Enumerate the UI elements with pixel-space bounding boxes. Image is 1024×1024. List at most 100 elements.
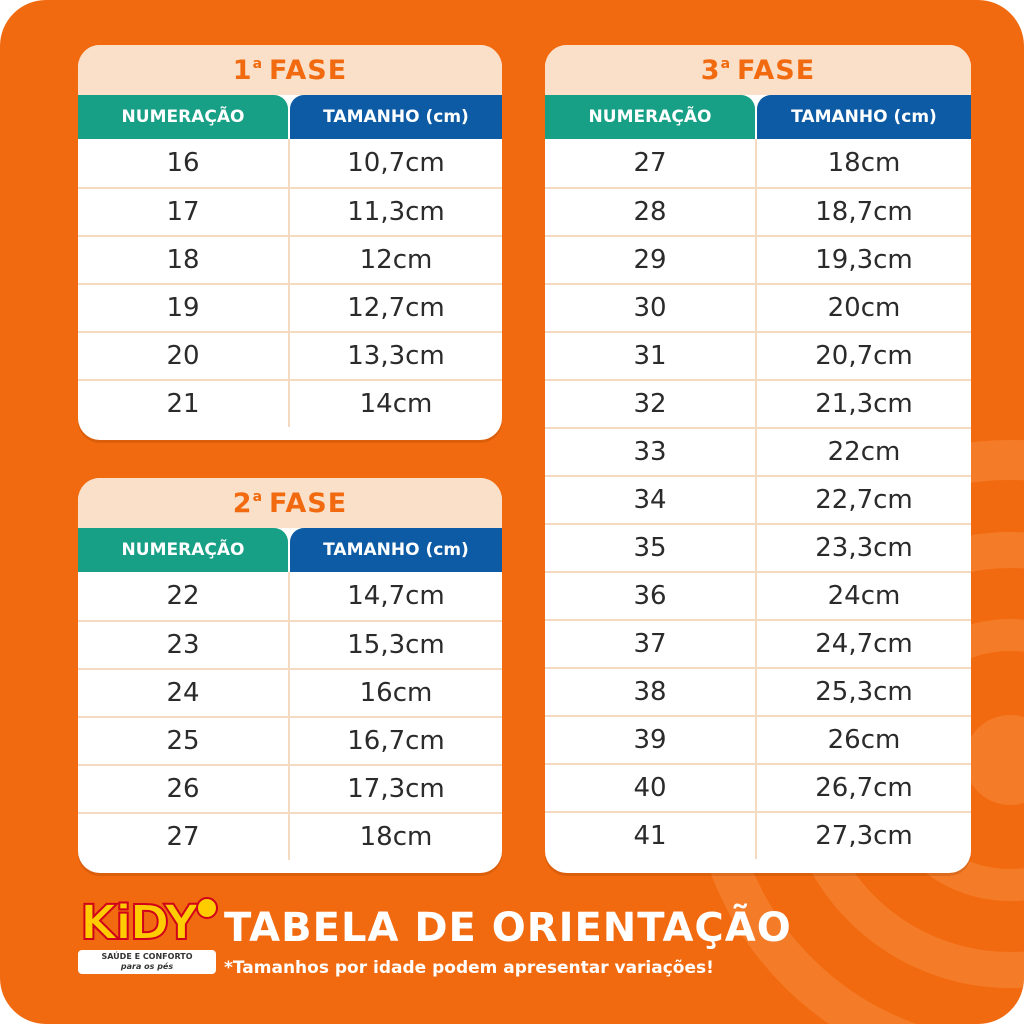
table-body: 16 10,7cm 17 11,3cm 18 12cm 19 12,7cm 20 13,3cm 21… [78,139,502,427]
table-row: 33 22cm [545,427,971,475]
kidy-logo: KiDY SAÚDE E CONFORTO para os pés [78,894,218,985]
cell-tamanho: 26cm [755,717,971,763]
cell-numeracao: 29 [633,245,667,275]
table-body: 22 14,7cm 23 15,3cm 24 16cm 25 16,7cm 26 17,3cm 27… [78,572,502,860]
cell-numeracao: 33 [633,437,667,467]
cell-numeracao: 24 [166,678,200,708]
title-number: 2 [232,487,253,519]
cell-numeracao: 41 [633,821,667,851]
table-row: 40 26,7cm [545,763,971,811]
cell-numeracao: 39 [633,725,667,755]
cell-numeracao: 32 [633,389,667,419]
column-header-tamanho: TAMANHO (cm) [290,528,502,572]
cell-tamanho: 18cm [288,814,502,860]
cell-tamanho: 20,7cm [755,333,971,379]
table-row: 30 20cm [545,283,971,331]
table-row: 21 14cm [78,379,502,427]
table-row: 31 20,7cm [545,331,971,379]
table-row: 39 26cm [545,715,971,763]
cell-tamanho: 17,3cm [288,766,502,812]
title-text: FASE [737,54,816,86]
cell-tamanho: 10,7cm [288,139,502,187]
cell-numeracao: 26 [166,774,200,804]
table-phase-2: 2 a FASE NUMERAÇÃO TAMANHO (cm) 22 14,7cm 23… [78,478,502,873]
cell-numeracao: 40 [633,773,667,803]
table-row: 20 13,3cm [78,331,502,379]
cell-numeracao: 37 [633,629,667,659]
cell-numeracao: 20 [166,341,200,371]
table-row: 18 12cm [78,235,502,283]
cell-tamanho: 19,3cm [755,237,971,283]
cell-tamanho: 12cm [288,237,502,283]
logo-wordmark: KiDY [79,894,200,952]
cell-numeracao: 27 [166,822,200,852]
cell-numeracao: 28 [633,197,667,227]
footer-note: *Tamanhos por idade podem apresentar var… [224,958,714,978]
table-title: 1 a FASE [78,45,502,95]
cell-tamanho: 14,7cm [288,572,502,620]
cell-tamanho: 21,3cm [755,381,971,427]
cell-tamanho: 18,7cm [755,189,971,235]
cell-numeracao: 38 [633,677,667,707]
cell-tamanho: 12,7cm [288,285,502,331]
cell-numeracao: 34 [633,485,667,515]
cell-tamanho: 22cm [755,429,971,475]
logo-tagline-line-1: SAÚDE E CONFORTO [101,952,193,961]
cell-tamanho: 27,3cm [755,813,971,859]
cell-tamanho: 18cm [755,139,971,187]
table-title: 2 a FASE [78,478,502,528]
table-row: 26 17,3cm [78,764,502,812]
table-row: 36 24cm [545,571,971,619]
cell-tamanho: 20cm [755,285,971,331]
table-row: 19 12,7cm [78,283,502,331]
table-row: 37 24,7cm [545,619,971,667]
table-row: 27 18cm [78,812,502,860]
table-header: NUMERAÇÃO TAMANHO (cm) [78,95,502,139]
logo-swirl-icon [196,897,218,919]
table-row: 32 21,3cm [545,379,971,427]
cell-numeracao: 18 [166,245,200,275]
column-header-numeracao: NUMERAÇÃO [78,528,288,572]
table-row: 24 16cm [78,668,502,716]
table-phase-1: 1 a FASE NUMERAÇÃO TAMANHO (cm) 16 10,7cm 17… [78,45,502,440]
column-header-numeracao: NUMERAÇÃO [545,95,755,139]
cell-numeracao: 35 [633,533,667,563]
cell-numeracao: 23 [166,630,200,660]
cell-tamanho: 22,7cm [755,477,971,523]
table-row: 41 27,3cm [545,811,971,859]
table-row: 16 10,7cm [78,139,502,187]
logo-tagline: SAÚDE E CONFORTO para os pés [78,950,216,974]
title-ordinal: a [252,489,264,505]
cell-tamanho: 26,7cm [755,765,971,811]
cell-tamanho: 25,3cm [755,669,971,715]
logo-tagline-line-2: para os pés [120,962,174,971]
cell-tamanho: 14cm [288,381,502,427]
cell-numeracao: 27 [633,148,667,178]
title-ordinal: a [720,56,732,72]
cell-numeracao: 30 [633,293,667,323]
title-text: FASE [269,54,348,86]
table-row: 17 11,3cm [78,187,502,235]
table-title: 3 a FASE [545,45,971,95]
cell-numeracao: 22 [166,581,200,611]
cell-tamanho: 16,7cm [288,718,502,764]
table-row: 22 14,7cm [78,572,502,620]
table-row: 25 16,7cm [78,716,502,764]
cell-tamanho: 11,3cm [288,189,502,235]
table-header: NUMERAÇÃO TAMANHO (cm) [78,528,502,572]
cell-tamanho: 24,7cm [755,621,971,667]
footer-title: TABELA DE ORIENTAÇÃO [224,905,792,951]
column-header-numeracao: NUMERAÇÃO [78,95,288,139]
cell-numeracao: 31 [633,341,667,371]
column-header-tamanho: TAMANHO (cm) [290,95,502,139]
title-number: 1 [232,54,253,86]
table-body: 27 18cm 28 18,7cm 29 19,3cm 30 20cm 31 20,7cm 32 21… [545,139,971,859]
table-row: 38 25,3cm [545,667,971,715]
cell-tamanho: 24cm [755,573,971,619]
title-ordinal: a [252,56,264,72]
table-row: 29 19,3cm [545,235,971,283]
column-header-tamanho: TAMANHO (cm) [757,95,971,139]
cell-tamanho: 15,3cm [288,622,502,668]
title-number: 3 [700,54,721,86]
